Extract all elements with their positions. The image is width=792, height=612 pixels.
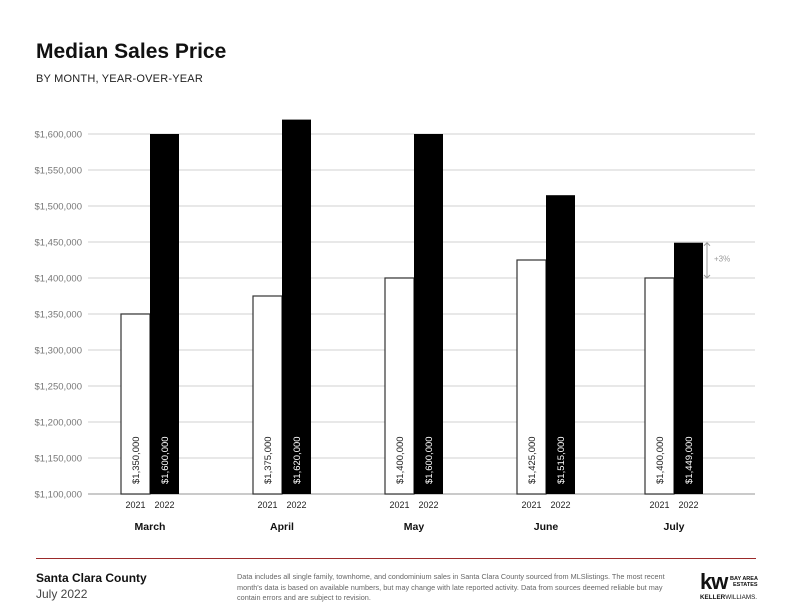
- data-label: $1,425,000: [527, 436, 538, 484]
- y-tick-label: $1,100,000: [34, 490, 82, 501]
- y-tick-label: $1,350,000: [34, 310, 82, 321]
- year-label: 2021: [389, 500, 409, 510]
- month-label: March: [135, 521, 166, 533]
- data-label: $1,400,000: [655, 436, 666, 484]
- month-label: July: [663, 521, 684, 533]
- bar-2021-april: [252, 295, 283, 495]
- data-label: $1,400,000: [395, 436, 406, 484]
- year-label: 2021: [521, 500, 541, 510]
- bar-2022-april: [282, 119, 311, 494]
- data-label: $1,600,000: [424, 436, 435, 484]
- chart-subtitle: BY MONTH, YEAR-OVER-YEAR: [36, 73, 203, 85]
- svg-text:BAY AREA: BAY AREA: [730, 576, 758, 582]
- year-label: 2022: [550, 500, 570, 510]
- svg-text:ESTATES: ESTATES: [733, 582, 758, 588]
- arrow-heads-icon: [703, 242, 711, 279]
- bar-2021-march: [120, 313, 151, 495]
- month-label: April: [270, 521, 294, 533]
- year-label: 2022: [418, 500, 438, 510]
- svg-text:KELLERWILLIAMS.: KELLERWILLIAMS.: [700, 594, 757, 601]
- y-tick-label: $1,150,000: [34, 454, 82, 465]
- data-label: $1,449,000: [684, 436, 695, 484]
- data-disclaimer: Data includes all single family, townhom…: [237, 572, 665, 602]
- y-tick-label: $1,550,000: [34, 166, 82, 177]
- y-tick-label: $1,600,000: [34, 130, 82, 141]
- bar-2022-july: [674, 242, 703, 494]
- y-tick-label: $1,400,000: [34, 274, 82, 285]
- svg-text:kw: kw: [700, 570, 729, 594]
- bar-2022-may: [414, 134, 443, 494]
- y-tick-label: $1,450,000: [34, 238, 82, 249]
- bar-2022-march: [150, 134, 179, 494]
- bar-2021-july: [644, 277, 675, 495]
- chart-title: Median Sales Price: [36, 40, 227, 63]
- keller-williams-logo: kw BAY AREA ESTATES KELLERWILLIAMS.: [700, 570, 758, 601]
- month-label: May: [404, 521, 425, 533]
- bar-2022-june: [546, 195, 575, 494]
- data-label: $1,375,000: [263, 436, 274, 484]
- annotation-label: +3%: [714, 255, 730, 264]
- data-label: $1,515,000: [556, 436, 567, 484]
- data-label: $1,620,000: [292, 436, 303, 484]
- county-name: Santa Clara County: [36, 571, 147, 585]
- month-label: June: [534, 521, 559, 533]
- y-tick-label: $1,500,000: [34, 202, 82, 213]
- year-label: 2022: [154, 500, 174, 510]
- year-label: 2022: [286, 500, 306, 510]
- footer-divider: [36, 558, 756, 559]
- y-tick-label: $1,300,000: [34, 346, 82, 357]
- year-label: 2021: [125, 500, 145, 510]
- y-tick-label: $1,250,000: [34, 382, 82, 393]
- bar-2021-june: [516, 259, 547, 495]
- year-label: 2022: [678, 500, 698, 510]
- year-label: 2021: [257, 500, 277, 510]
- y-tick-label: $1,200,000: [34, 418, 82, 429]
- year-label: 2021: [649, 500, 669, 510]
- bar-chart: $1,100,000 $1,150,000 $1,200,000 $1,250,000…: [34, 119, 755, 533]
- data-label: $1,350,000: [131, 436, 142, 484]
- data-label: $1,600,000: [160, 436, 171, 484]
- report-date: July 2022: [36, 587, 88, 601]
